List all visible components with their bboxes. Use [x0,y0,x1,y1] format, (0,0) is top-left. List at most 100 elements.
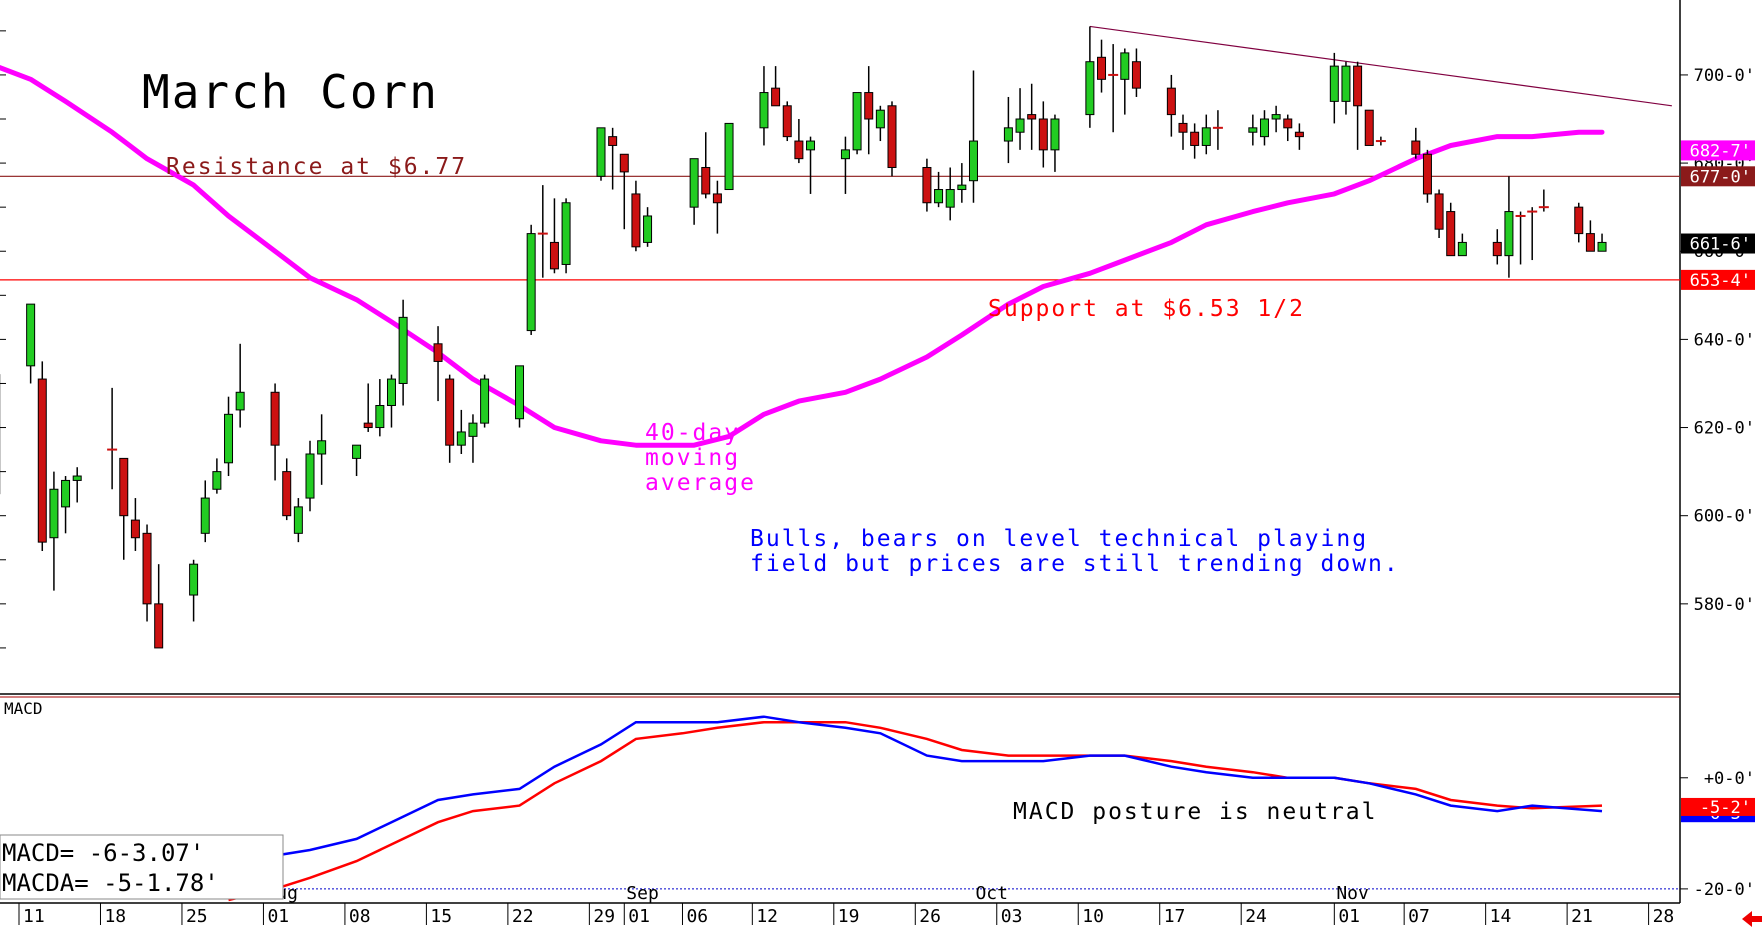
candle [1190,123,1200,159]
candle-body [1364,109,1374,146]
candle-body [782,105,792,138]
candle-body [759,92,769,129]
macd-price-tag-label: -5-2' [1700,798,1751,818]
price-tag-bg [1681,269,1755,290]
chart-title: March Corn [142,65,439,119]
candle-body [1248,127,1258,133]
candle-body [154,603,164,649]
candle-body [619,153,629,173]
candle [1085,26,1095,128]
candle [26,303,36,384]
candle [1585,220,1595,252]
candle-body [689,158,699,208]
candle [608,127,618,190]
candle-body [1294,131,1304,138]
price-tag-label: 653-4' [1690,271,1751,291]
candle-body [1178,122,1188,133]
support-label: Support at $6.53 1/2 [988,296,1305,322]
price-tag: 682-7' [1681,140,1755,161]
price-tick-label: 700-0' [1694,66,1755,86]
candle [887,101,897,177]
candle [1597,233,1607,252]
price-tag-bg [1681,140,1755,161]
candle-body [1422,153,1432,195]
candle-body [934,189,944,204]
day-label: 17 [1164,906,1186,927]
candle [1527,207,1538,261]
candle [282,458,292,521]
candle [61,476,71,534]
macd-price-tag: -5-2' [1681,797,1755,818]
candle-body [945,189,955,208]
candle [433,326,443,402]
candle [549,198,559,274]
candle-body [61,479,71,508]
candle-body [1027,114,1037,120]
price-tick-label: 580-0' [1694,595,1755,615]
candle-body [712,193,722,204]
candle-body [526,233,536,332]
candle-body [840,149,850,160]
commentary-line-1: Bulls, bears on level technical playing [750,526,1368,552]
price-tag: 661-6' [1681,233,1755,255]
candle-body [317,440,327,455]
candle [1259,110,1269,146]
candle-body [1504,211,1514,257]
candle-body [282,471,292,517]
candle-body [1131,61,1141,89]
day-label: 26 [919,906,941,927]
candle [957,163,967,203]
day-label: 21 [1571,906,1593,927]
candle [468,414,478,463]
candle [1120,48,1130,115]
price-tag-label: 677-0' [1690,167,1751,187]
candle-body [119,457,129,517]
day-label: 22 [512,906,534,927]
candle [806,136,816,194]
candle [305,440,315,512]
price-tick-label: 620-0' [1694,419,1755,439]
day-label: 01 [1338,906,1360,927]
candle-body [794,140,804,160]
day-label: 01 [267,906,289,927]
trendline [1089,25,1672,107]
candle [1212,110,1223,150]
candle [317,414,327,485]
ma40-line [0,65,1605,448]
candle-body [1120,52,1130,80]
candle-body [1201,127,1211,146]
candle-body [468,422,478,437]
candle [1166,74,1176,137]
day-label: 29 [593,906,615,927]
candle [1271,105,1281,133]
candle-body [1457,241,1467,257]
candle [1097,39,1107,93]
price-tag-bg [1681,166,1755,187]
candle-body [1038,118,1048,151]
candle [37,361,47,551]
candle-body [352,444,362,459]
macd-line [227,715,1603,890]
macd-tick-label: -20-0' [1694,880,1755,900]
candle-body [200,497,210,534]
candle [643,207,653,247]
candle-body [72,475,82,481]
candle [1341,61,1351,115]
candle [352,444,362,477]
macd-panel-label: MACD [4,699,43,718]
candle [119,457,129,560]
left-arrow-icon[interactable] [1742,911,1762,927]
candle [1329,52,1339,124]
candle-body [375,405,385,429]
candle-body [631,193,641,248]
candles-layer [0,26,1607,649]
candle [49,471,59,591]
candle-body [957,184,967,191]
candle [398,299,408,406]
candle [1492,229,1502,265]
candle [1294,123,1304,150]
level-lines [0,25,1680,281]
candle-body [293,506,303,534]
candle-body [1574,206,1584,235]
